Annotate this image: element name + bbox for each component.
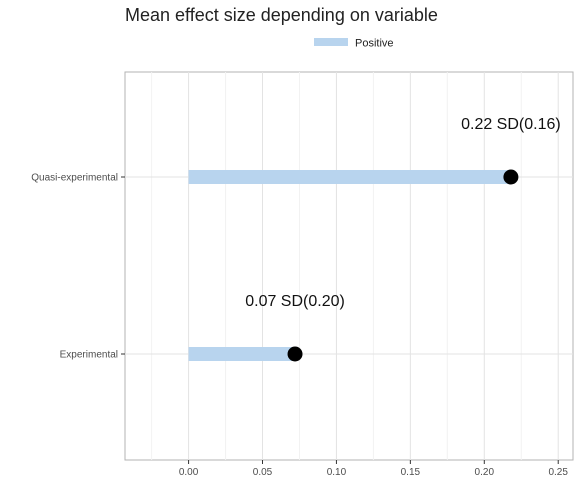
x-tick-label: 0.15	[401, 467, 421, 478]
x-tick-label: 0.10	[327, 467, 347, 478]
x-tick-label: 0.25	[548, 467, 568, 478]
legend-label-positive: Positive	[355, 38, 394, 50]
chart-title: Mean effect size depending on variable	[125, 5, 438, 25]
bar-experimental	[188, 347, 296, 361]
bar-quasi-experimental	[188, 170, 511, 184]
legend: Positive	[314, 38, 394, 50]
x-tick-label: 0.00	[179, 467, 199, 478]
y-tick-label: Experimental	[60, 350, 118, 361]
plot-panel	[124, 71, 574, 461]
x-axis-ticks: 0.00 0.05 0.10 0.15 0.20 0.25	[179, 460, 568, 478]
point-quasi-experimental	[503, 169, 519, 185]
y-axis-ticks: Quasi-experimental Experimental	[31, 173, 125, 361]
x-tick-label: 0.05	[253, 467, 273, 478]
point-experimental	[287, 346, 303, 362]
x-tick-label: 0.20	[475, 467, 495, 478]
legend-swatch-positive	[314, 38, 348, 46]
data-label: 0.22 SD(0.16)	[461, 116, 561, 133]
data-labels: 0.22 SD(0.16) 0.07 SD(0.20)	[245, 116, 560, 310]
bars	[188, 170, 511, 361]
data-label: 0.07 SD(0.20)	[245, 293, 345, 310]
points	[287, 169, 519, 362]
y-tick-label: Quasi-experimental	[31, 173, 118, 184]
